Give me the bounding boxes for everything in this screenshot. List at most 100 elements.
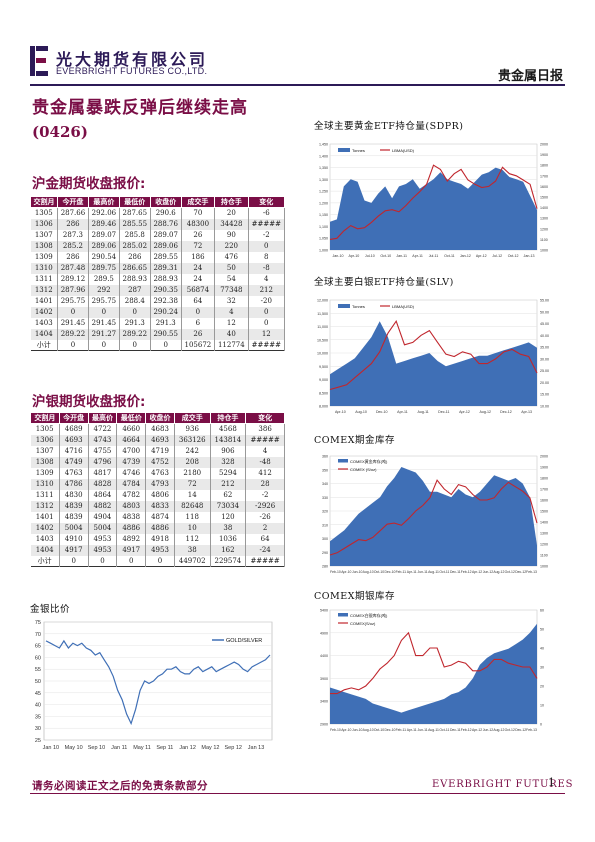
y-tick-left: 1,300	[319, 178, 328, 182]
table-cell: 20	[214, 207, 249, 219]
footer-divider	[30, 793, 565, 794]
y-tick-right: 1200	[540, 543, 548, 547]
table-cell: 287.3	[57, 229, 89, 241]
table-cell: 290.55	[150, 328, 182, 340]
table-cell: 118	[174, 511, 211, 523]
column-header: 交割月	[30, 196, 58, 208]
table-cell: 1307	[30, 229, 58, 241]
table-cell: 0	[88, 306, 120, 318]
table-cell: 289.22	[119, 328, 151, 340]
table-cell: #####	[245, 555, 285, 567]
table-cell: 4892	[116, 533, 147, 545]
table-cell: 143814	[210, 434, 247, 446]
x-tick: Oct-10	[380, 254, 391, 258]
table-cell: 286	[119, 251, 151, 263]
table-cell: 0	[248, 306, 286, 318]
table-header-row: 交割月 今开盘 最高价 最低价 收盘价 成交手 持仓手 变化	[30, 196, 286, 208]
x-tick: Jun-11	[418, 728, 428, 732]
y-tick-left: 4900	[320, 631, 328, 635]
table-row: 1402 5004 5004 4886 4886 10 38 2	[30, 522, 285, 534]
table-cell: 292.06	[88, 207, 120, 219]
y-tick-right: 1600	[540, 499, 548, 503]
y-tick-right: 1000	[540, 249, 548, 253]
table-row: 1307 4716 4755 4700 4719 242 906 4	[30, 445, 285, 457]
table-cell: 286	[57, 251, 89, 263]
y-tick-left: 300	[322, 537, 328, 541]
table-cell: 4910	[59, 533, 89, 545]
table-cell: 4917	[59, 544, 89, 556]
x-tick: Aug-11	[428, 728, 439, 732]
table-cell: 4828	[88, 478, 118, 490]
table-cell: 77348	[214, 284, 249, 296]
table-cell: 1311	[30, 273, 58, 285]
table-cell: 186	[181, 251, 216, 263]
x-tick: Apr-11	[407, 728, 417, 732]
table-cell: 4719	[145, 445, 175, 457]
series-line	[329, 320, 538, 391]
table-cell: 4746	[116, 467, 147, 479]
table-cell: 906	[210, 445, 247, 457]
table-cell: 290.54	[88, 251, 120, 263]
series-area	[330, 623, 537, 724]
y-tick-left: 340	[322, 482, 328, 486]
table-cell: 4755	[88, 445, 118, 457]
y-tick-left: 1,100	[319, 225, 328, 229]
table-cell: -26	[245, 511, 285, 523]
table-cell: 289.75	[88, 262, 120, 274]
table-row: 1401 295.75 295.75 288.4 292.38 64 32 -20	[30, 295, 286, 307]
table-cell: 6	[181, 317, 216, 329]
table-cell: 1307	[30, 445, 60, 457]
x-tick: Feb-10	[330, 728, 341, 732]
table-cell: 4716	[59, 445, 89, 457]
gold-etf-chart-title: 全球主要黄金ETF持仓量(SDPR)	[314, 121, 464, 132]
legend-label: GOLD/SILVER	[226, 638, 262, 644]
legend-label: COMEX黄金库存(吨)	[350, 458, 388, 464]
table-row: 1312 287.96 292 287 290.35 56874 77348 212	[30, 284, 286, 296]
table-cell: 4722	[88, 423, 118, 435]
x-tick: May 10	[65, 745, 83, 751]
x-tick: Aug-10	[363, 728, 374, 732]
column-header: 今开盘	[58, 412, 89, 424]
table-cell: 0	[57, 339, 89, 351]
table-cell: 476	[214, 251, 249, 263]
x-tick: Aug-12	[493, 728, 504, 732]
table-cell: 4752	[145, 456, 175, 468]
y-tick-right: 1500	[540, 196, 548, 200]
y-tick: 65	[35, 644, 41, 650]
table-cell: 288.4	[119, 295, 151, 307]
table-cell: 1311	[30, 489, 60, 501]
table-cell: 62	[210, 489, 247, 501]
table-cell: 242	[174, 445, 211, 457]
table-cell: 1404	[30, 328, 58, 340]
table-cell: -6	[248, 207, 286, 219]
table-cell: 212	[210, 478, 247, 490]
series-line	[330, 631, 538, 695]
table-cell: 285.55	[119, 218, 151, 230]
table-cell: 1312	[30, 500, 60, 512]
x-tick: Feb-10	[330, 570, 341, 574]
legend-swatch-area	[338, 459, 348, 463]
table-cell: 291.27	[88, 328, 120, 340]
x-tick: Jan 11	[111, 745, 127, 751]
table-cell: 34428	[214, 218, 249, 230]
x-tick: Jun-10	[352, 728, 362, 732]
y-tick-left: 12,000	[317, 299, 328, 303]
y-tick-right: 35.00	[540, 346, 549, 350]
y-tick-right: 1700	[540, 174, 548, 178]
y-tick-left: 4400	[320, 654, 328, 658]
table-cell: 2180	[174, 467, 211, 479]
x-tick: Aug-12	[493, 570, 504, 574]
x-tick: Jan-11	[396, 254, 407, 258]
x-tick: Apr-11	[407, 570, 417, 574]
y-tick-right: 40	[540, 647, 544, 651]
y-tick-right: 40.00	[540, 334, 549, 338]
y-tick-right: 1800	[540, 164, 548, 168]
table-cell: 10	[174, 522, 211, 534]
y-tick-left: 1,150	[319, 213, 328, 217]
table-cell: 285.2	[57, 240, 89, 252]
series-line	[329, 479, 538, 556]
x-tick: Jul-11	[429, 254, 439, 258]
table-cell: 1036	[210, 533, 247, 545]
table-cell: 105672	[181, 339, 216, 351]
table-cell: 小计	[30, 339, 58, 351]
